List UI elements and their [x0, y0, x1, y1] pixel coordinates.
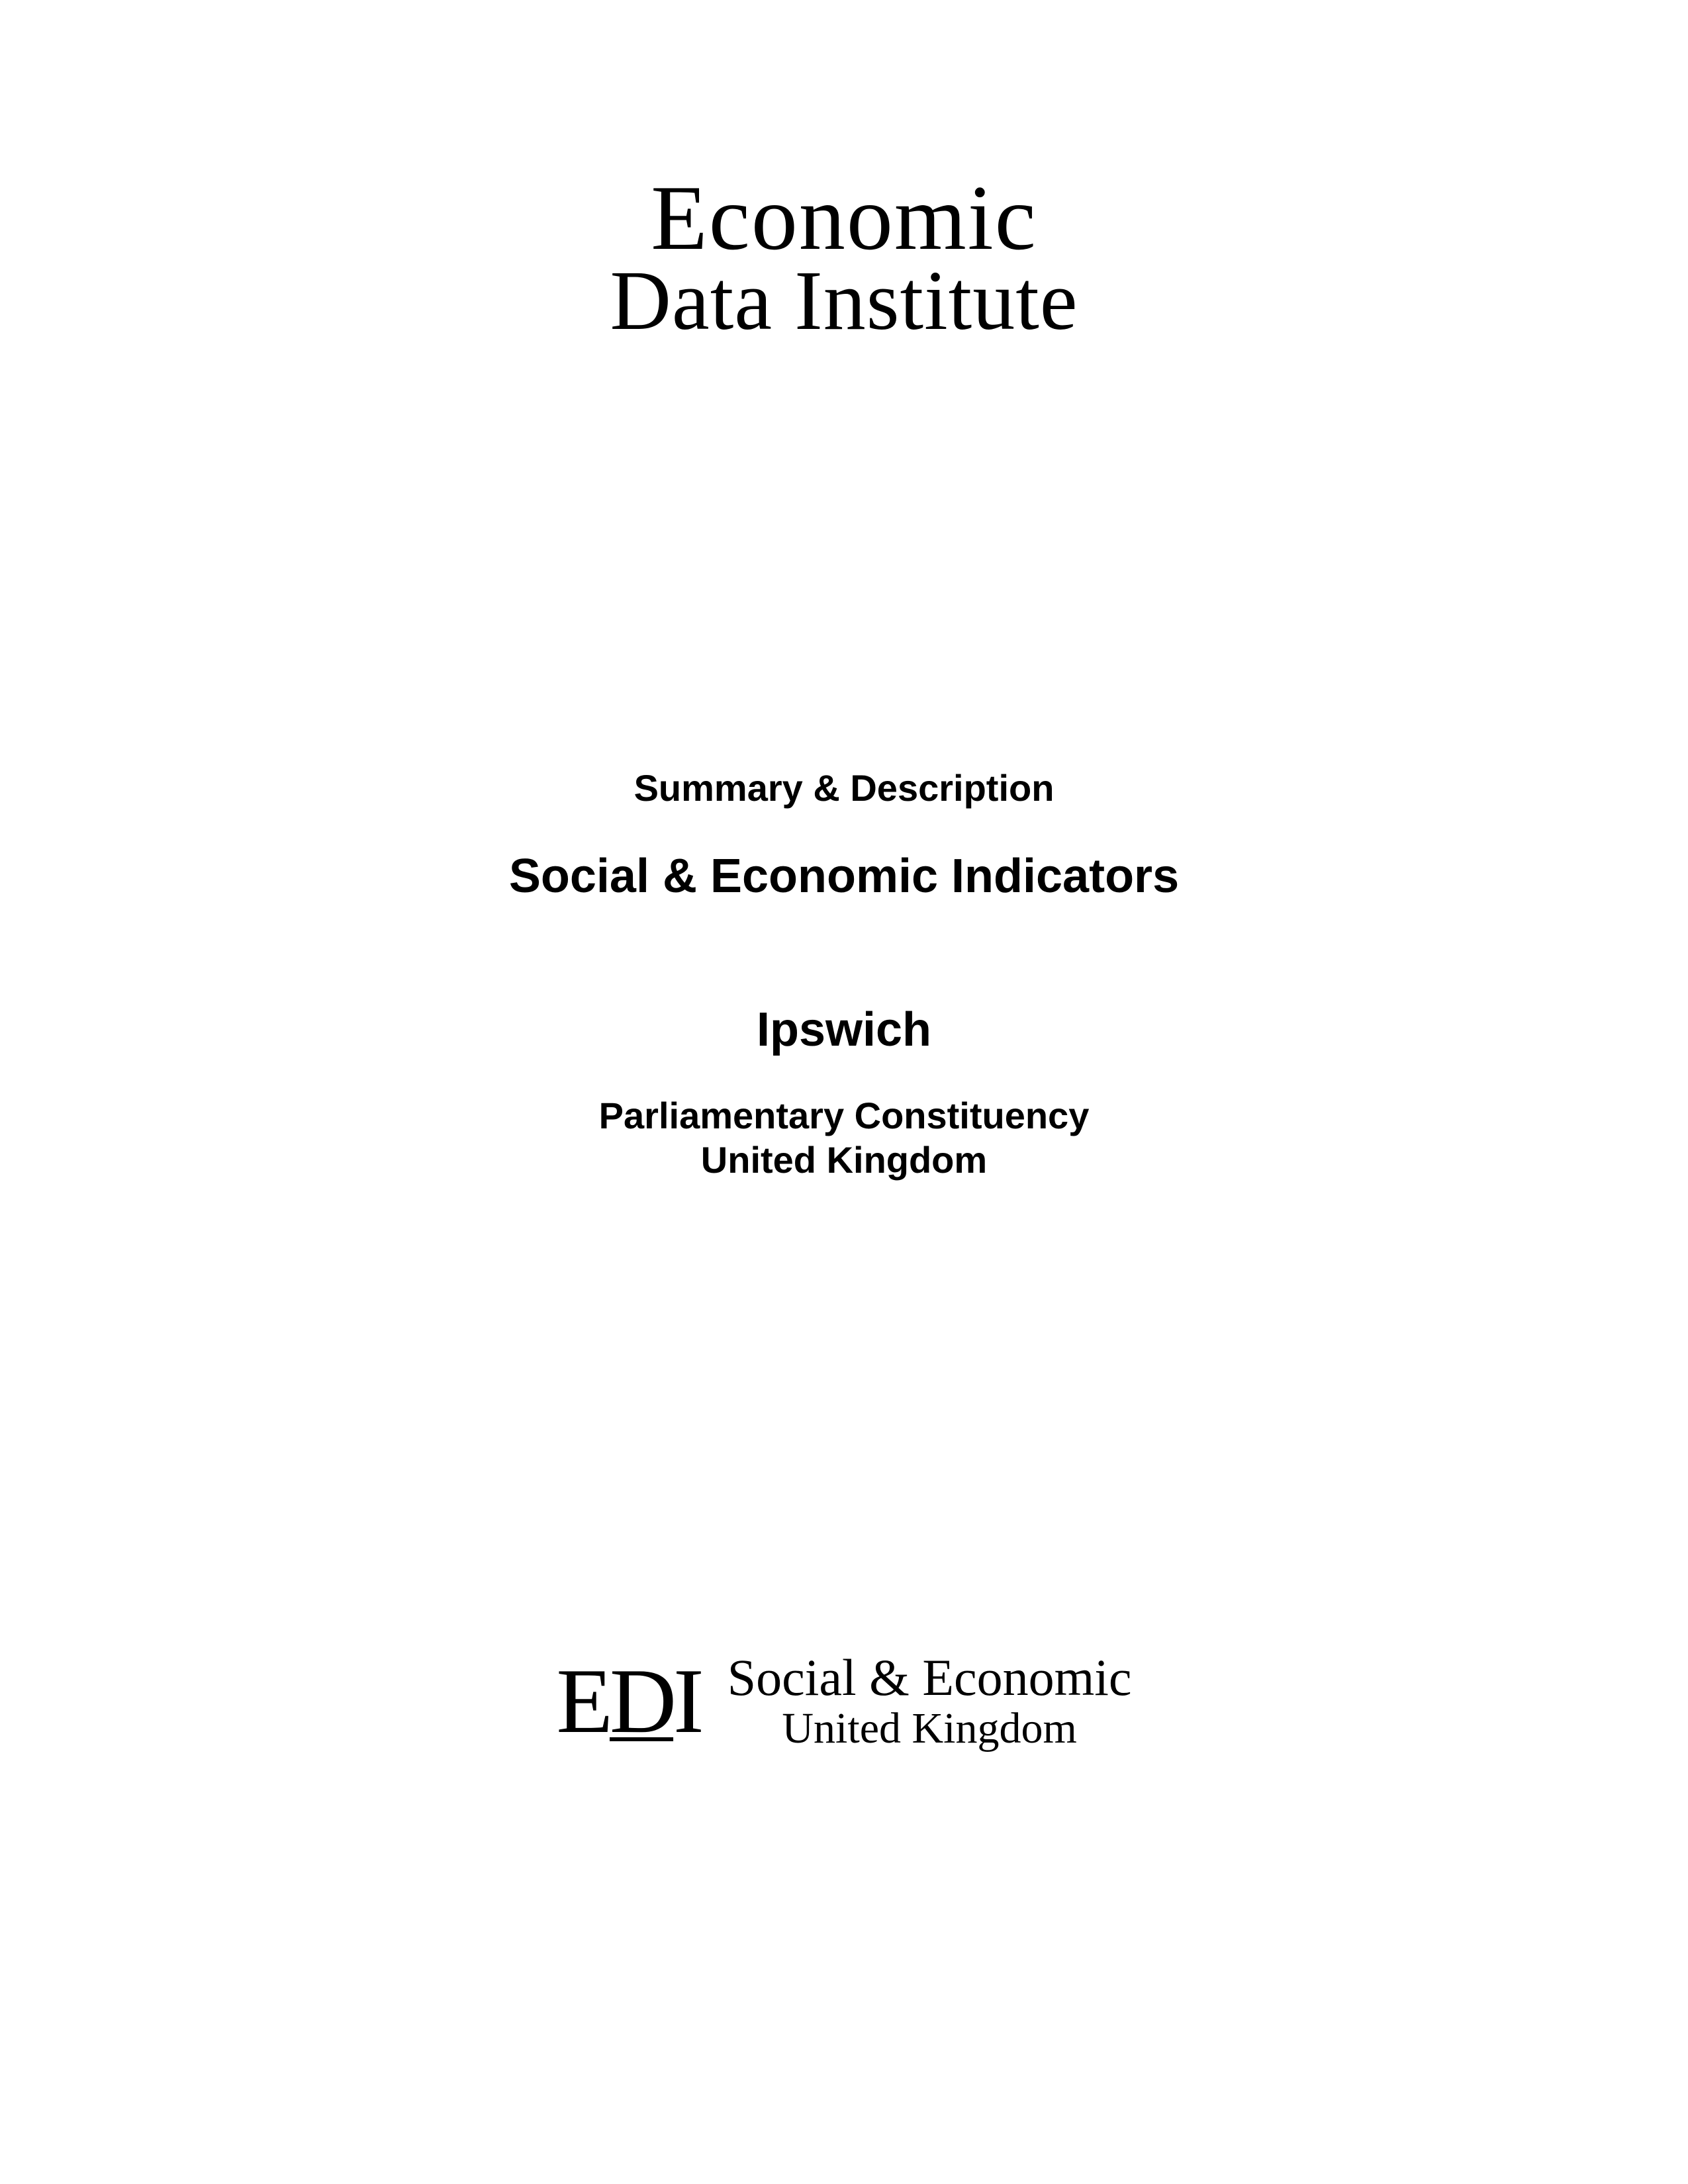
bottom-logo: EDI Social & Economic United Kingdom — [0, 1648, 1688, 1754]
summary-description-label: Summary & Description — [0, 766, 1688, 809]
document-title: Social & Economic Indicators — [0, 849, 1688, 903]
constituency-line1: Parliamentary Constituency — [0, 1093, 1688, 1138]
document-page: Economic Data Institute Summary & Descri… — [0, 0, 1688, 2184]
middle-section: Summary & Description Social & Economic … — [0, 766, 1688, 1182]
top-logo: Economic Data Institute — [0, 172, 1688, 343]
bottom-text-line2: United Kingdom — [727, 1707, 1132, 1751]
edi-letter-e: E — [556, 1648, 610, 1754]
edi-letter-d: D — [610, 1648, 673, 1754]
top-logo-line1: Economic — [0, 172, 1688, 265]
edi-letter-i: I — [673, 1648, 701, 1754]
constituency-label: Parliamentary Constituency United Kingdo… — [0, 1093, 1688, 1182]
top-logo-line2: Data Institute — [0, 258, 1688, 343]
bottom-text-line1: Social & Economic — [727, 1652, 1132, 1704]
location-name: Ipswich — [0, 1003, 1688, 1057]
bottom-logo-text: Social & Economic United Kingdom — [727, 1652, 1132, 1751]
edi-logomark: EDI — [556, 1648, 700, 1754]
constituency-line2: United Kingdom — [0, 1138, 1688, 1182]
